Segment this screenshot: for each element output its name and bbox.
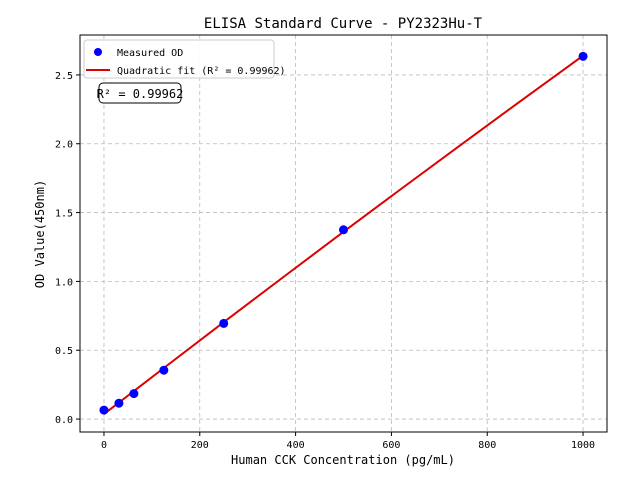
legend-box: [83, 39, 275, 79]
y-tick-label: 2.5: [55, 71, 73, 82]
x-tick-label: 0: [101, 440, 107, 451]
y-tick-label: 0.0: [55, 415, 73, 426]
x-axis-label: Human CCK Concentration (pg/mL): [231, 453, 455, 467]
fit-line: [103, 54, 584, 415]
data-point: [578, 51, 588, 61]
x-tick-label: 1000: [571, 440, 595, 451]
x-tick-label: 800: [478, 440, 496, 451]
data-point: [114, 398, 124, 408]
data-point: [159, 365, 169, 375]
y-tick-label: 2.0: [55, 140, 73, 151]
data-point: [219, 318, 229, 328]
legend-label-measured: Measured OD: [117, 48, 183, 59]
y-tick-label: 1.0: [55, 277, 73, 288]
y-axis-label: OD Value(450nm): [33, 180, 47, 288]
r2-annotation: R² = 0.99962: [97, 82, 184, 104]
points-group: [99, 51, 588, 415]
y-tick-label: 1.5: [55, 209, 73, 220]
legend: Measured OD Quadratic fit (R² = 0.99962): [83, 39, 286, 79]
x-tick-label: 200: [191, 440, 209, 451]
ticks: 0 200 400 600 800 1000 0.0 0.5 1.0 1.5 2.0 2.5: [55, 71, 595, 451]
data-point: [339, 225, 348, 235]
chart-title: ELISA Standard Curve - PY2323Hu-T: [204, 16, 483, 32]
annotation-box: [98, 82, 182, 104]
legend-label-fit: Quadratic fit (R² = 0.99962): [117, 66, 286, 77]
data-point: [99, 405, 109, 415]
x-tick-label: 400: [287, 440, 305, 451]
fit-line-group: [103, 54, 584, 415]
x-tick-label: 600: [382, 440, 400, 451]
plot-frame: [79, 34, 608, 433]
y-tick-label: 0.5: [55, 346, 73, 357]
annotation-text: R² = 0.99962: [97, 87, 184, 101]
legend-marker-measured: [94, 48, 102, 56]
data-point: [129, 389, 139, 399]
